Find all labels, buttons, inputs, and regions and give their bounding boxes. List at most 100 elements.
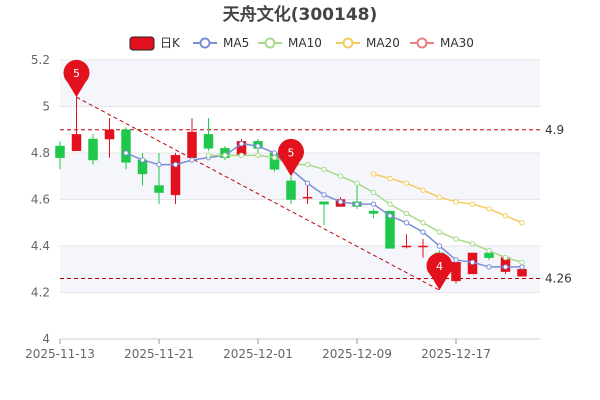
ma10-point — [271, 154, 278, 161]
ma10-point — [370, 189, 377, 196]
marker-label: 5 — [73, 67, 80, 80]
ma10-point — [255, 152, 261, 159]
ma10-point — [205, 152, 212, 159]
y-axis: 4 4.2 4.4 4.6 4.8 5 5.2 — [31, 53, 540, 346]
ma5-point — [519, 264, 525, 270]
ma10-point — [238, 152, 245, 159]
y-tick-label: 4 — [42, 332, 50, 346]
candle-body — [71, 134, 82, 151]
ma20-point — [453, 199, 459, 205]
candle-body — [187, 131, 197, 158]
ma20-point — [502, 213, 509, 219]
candle-body — [418, 245, 428, 248]
x-tick-label: 2025-12-01 — [223, 347, 293, 361]
x-tick-label: 2025-11-21 — [124, 347, 194, 361]
ma20-point — [486, 206, 492, 212]
ma5-point — [172, 161, 179, 168]
ma5-point — [304, 180, 311, 186]
ma20-point — [519, 220, 525, 226]
y-tick-label: 5.2 — [31, 53, 50, 67]
ma5-point — [271, 150, 278, 156]
candle-body — [319, 201, 329, 205]
ma20-point — [436, 194, 443, 200]
legend-marker — [199, 37, 211, 49]
chart-title: 天舟文化(300148) — [223, 4, 378, 25]
ma5-point — [469, 259, 476, 265]
ma10-point — [403, 210, 410, 217]
ma10-point — [453, 236, 459, 242]
ma5-point — [255, 143, 261, 149]
price-marker: 5 — [63, 59, 90, 98]
candle-body — [104, 129, 115, 140]
candle-body — [154, 185, 164, 193]
candle-body — [401, 245, 412, 248]
price-marker: 4 — [426, 252, 453, 291]
candle-body — [121, 129, 131, 163]
y-tick-label: 5 — [42, 100, 50, 114]
ma5-point — [370, 201, 377, 207]
ma5-point — [189, 157, 195, 163]
ma5-point — [156, 161, 162, 168]
candle-body — [451, 262, 461, 282]
candle-body — [368, 210, 379, 214]
ma5-point — [453, 257, 459, 263]
x-tick-label: 2025-11-13 — [25, 347, 95, 361]
legend-swatch — [129, 36, 155, 51]
legend-item-ma10[interactable]: MA10 — [258, 36, 322, 50]
x-tick-label: 2025-12-09 — [322, 347, 392, 361]
ma5-point — [420, 229, 426, 235]
ma10-point — [354, 180, 360, 186]
x-tick-label: 2025-12-17 — [421, 347, 491, 361]
legend-label: 日K — [160, 36, 181, 50]
ma5-point — [387, 213, 393, 219]
candle-body — [517, 269, 527, 277]
ma5-point — [139, 157, 146, 163]
ma10-line — [208, 154, 523, 263]
ma5-point — [123, 150, 129, 156]
legend-item-ma20[interactable]: MA20 — [336, 36, 400, 50]
ma5-point — [321, 192, 327, 198]
trend-line — [76, 96, 440, 291]
legend-item-ma30[interactable]: MA30 — [410, 36, 474, 50]
ma10-point — [420, 220, 426, 226]
y-tick-label: 4.2 — [31, 286, 50, 300]
y-tick-label: 4.8 — [31, 146, 50, 160]
ma10-point — [436, 229, 443, 235]
legend-item-kline[interactable]: 日K — [129, 36, 181, 51]
candle-body — [302, 196, 313, 199]
chart-legend[interactable]: 日K MA5 MA10 MA20 MA30 — [129, 36, 474, 51]
ma5-point — [403, 220, 410, 226]
price-markers: 5 5 4 — [63, 59, 453, 291]
legend-marker — [416, 37, 428, 49]
marker-label: 5 — [288, 146, 295, 159]
candle-body — [385, 210, 395, 249]
legend-marker — [264, 37, 276, 49]
ma20-point — [370, 171, 377, 177]
y-tick-label: 4.4 — [31, 239, 50, 253]
legend-marker — [342, 37, 354, 49]
ma5-point — [486, 264, 492, 270]
ma20-point — [403, 180, 410, 186]
ma5-point — [238, 141, 245, 147]
plot-band — [60, 60, 540, 107]
ma10-point — [502, 254, 509, 261]
ma5-point — [354, 201, 360, 207]
plot-band — [60, 199, 540, 246]
ma10-point — [304, 161, 311, 168]
ma10-point — [321, 166, 327, 172]
trend-line-segment — [76, 96, 440, 291]
ma20-line — [373, 173, 523, 224]
candle-body — [286, 180, 296, 200]
candle-body — [55, 145, 65, 158]
legend-item-ma5[interactable]: MA5 — [193, 36, 249, 50]
ma10-point — [387, 201, 393, 207]
ma10-point — [469, 240, 476, 247]
ma20-point — [387, 175, 393, 182]
ma10-point — [222, 152, 228, 159]
candle-body — [88, 138, 98, 161]
y-tick-label: 4.6 — [31, 193, 50, 207]
ma5-point — [337, 199, 344, 205]
candle-body — [484, 252, 494, 258]
ma5-point — [436, 243, 443, 249]
